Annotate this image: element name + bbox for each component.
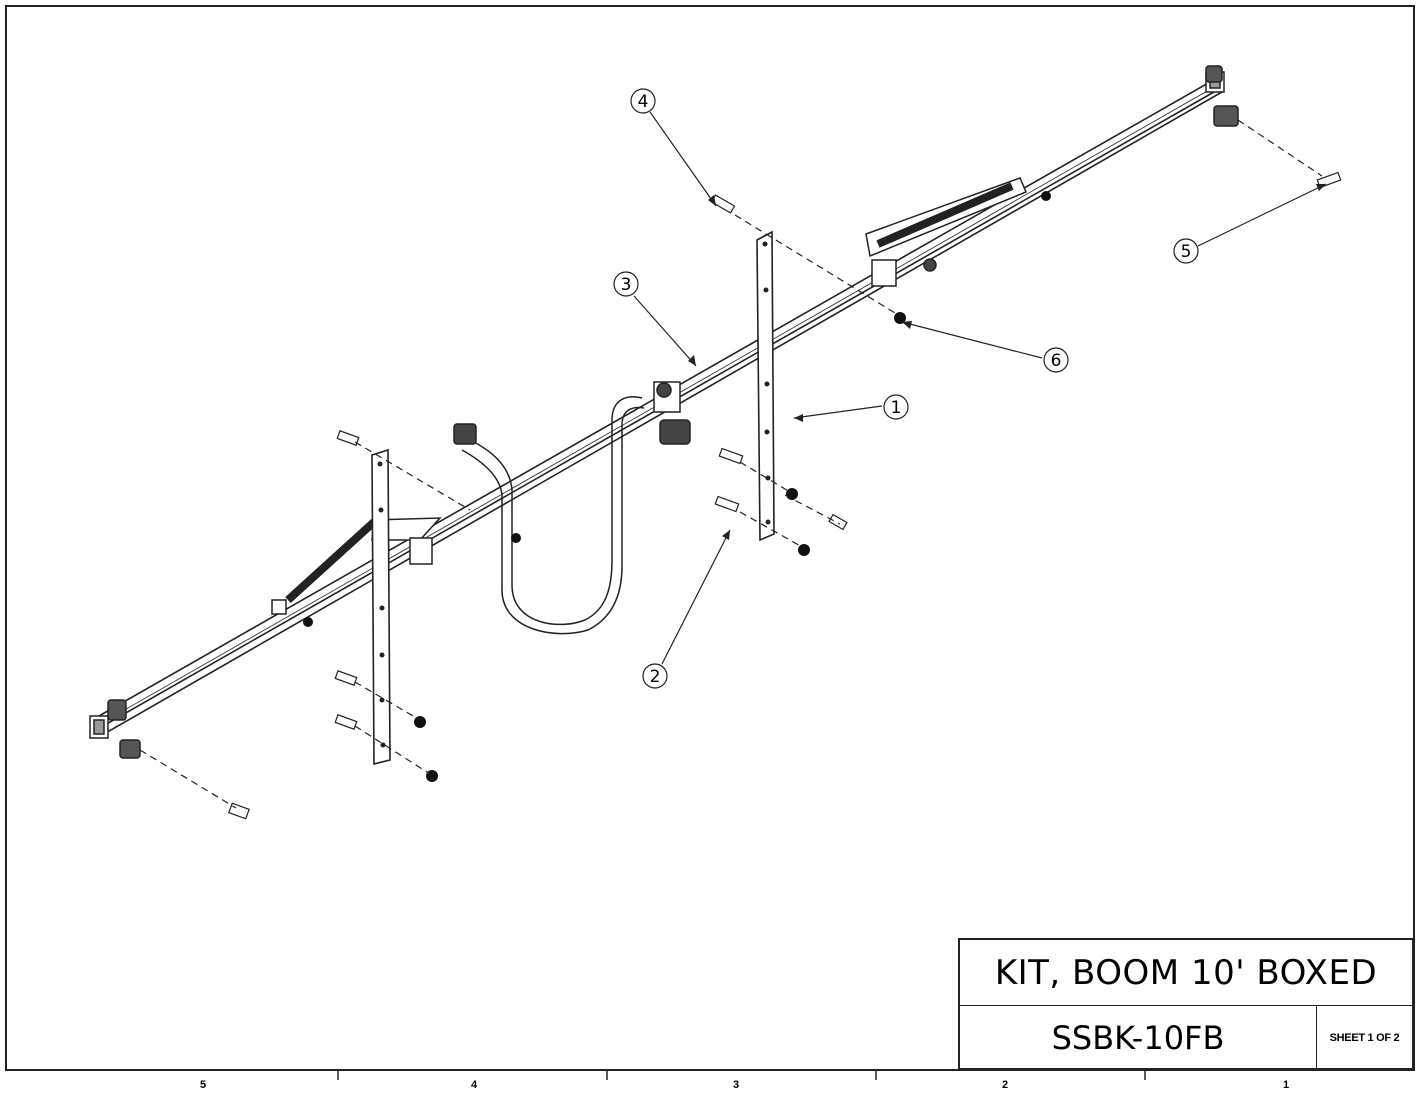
boom-end-left (89, 699, 141, 759)
mount-plate-left (371, 448, 391, 766)
hose (453, 396, 645, 635)
bolts (228, 171, 1342, 820)
balloon-1: 1 (793, 394, 909, 422)
boom-end-right (1205, 65, 1239, 127)
spring-left (271, 517, 442, 615)
sheet-border (5, 5, 1415, 1071)
drawing-title: KIT, BOOM 10' BOXED (960, 940, 1412, 1006)
balloon-4: 4 (630, 88, 717, 207)
balloon-6-label: 6 (1051, 351, 1062, 371)
zone-label-1: 1 (1283, 1079, 1290, 1091)
balloon-5: 5 (1173, 183, 1327, 264)
nuts (303, 191, 1051, 782)
zone-label-3: 3 (733, 1079, 740, 1091)
mount-plate-right (756, 230, 775, 542)
center-clamp (653, 381, 691, 445)
balloon-2-label: 2 (650, 667, 661, 687)
balloon-3: 3 (613, 271, 697, 367)
zone-label-2: 2 (1002, 1079, 1009, 1091)
balloon-5-label: 5 (1181, 242, 1192, 262)
sheet-number: SHEET 1 OF 2 (1316, 1006, 1412, 1070)
balloon-1-label: 1 (891, 398, 902, 418)
balloon-2: 2 (642, 529, 731, 689)
title-block: KIT, BOOM 10' BOXED SSBK-10FB SHEET 1 OF… (958, 938, 1414, 1070)
part-number: SSBK-10FB (1051, 1019, 1225, 1057)
balloon-4-label: 4 (638, 92, 649, 112)
spring-right (865, 177, 1027, 287)
zone-label-5: 5 (200, 1079, 207, 1091)
balloon-3-label: 3 (621, 275, 632, 295)
zone-label-4: 4 (471, 1079, 478, 1091)
balloon-6: 6 (901, 321, 1069, 373)
zone-ticks (337, 1070, 1146, 1080)
assembly-centerlines (139, 119, 1323, 809)
